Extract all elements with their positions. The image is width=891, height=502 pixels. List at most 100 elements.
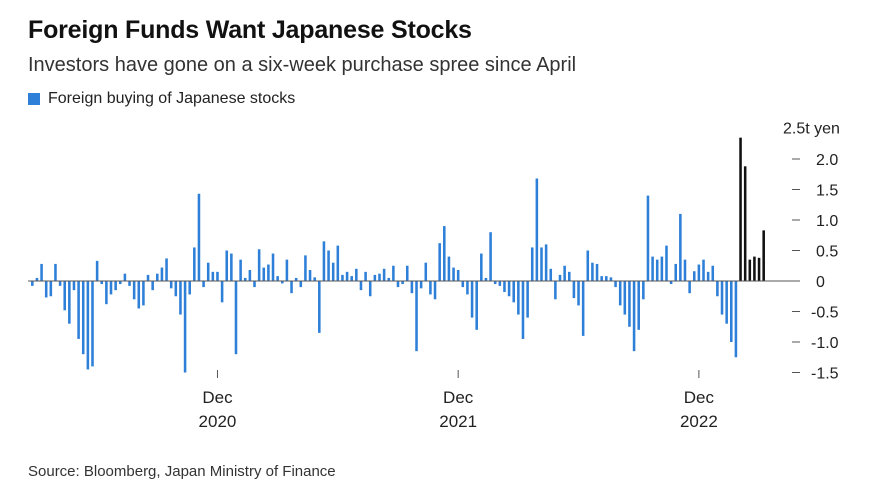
bar (743, 166, 747, 281)
bar (197, 193, 201, 281)
x-tick-month: Dec (443, 388, 474, 407)
bar (359, 281, 363, 291)
y-tick-label: 1.0 (816, 213, 838, 230)
bar (618, 281, 622, 306)
bar (706, 271, 710, 281)
bar (72, 281, 76, 291)
bar (350, 276, 353, 281)
bar (313, 277, 316, 281)
bar (382, 268, 386, 281)
bar (40, 263, 43, 281)
bar (243, 277, 247, 281)
bar (294, 277, 298, 281)
bar (530, 247, 534, 281)
bar (716, 281, 719, 297)
bar (669, 281, 673, 285)
bar (405, 265, 409, 281)
x-tick-month: Dec (202, 388, 233, 407)
bar (568, 271, 571, 281)
bar (364, 271, 367, 281)
bar (179, 281, 182, 315)
legend-swatch (28, 93, 40, 105)
bar (489, 232, 492, 281)
bars-group (31, 137, 765, 373)
bar (239, 259, 242, 281)
bar (655, 259, 659, 281)
bar (183, 281, 187, 373)
bar (591, 262, 594, 281)
bar (225, 250, 229, 281)
y-axis: 2.5t yen 2.0 1.5 1.0 0.5 0 -0.5 -1.0 -1.5 (783, 121, 840, 383)
bar (299, 281, 303, 288)
bar (216, 271, 219, 281)
bar (605, 276, 608, 281)
bar (581, 281, 585, 336)
bar (762, 230, 765, 281)
bar (368, 281, 372, 297)
bar (679, 213, 682, 281)
bar (637, 281, 640, 330)
bar (577, 281, 580, 306)
bar (341, 274, 344, 281)
bar (211, 271, 215, 281)
chart-subtitle: Investors have gone on a six-week purcha… (28, 54, 577, 76)
bar (100, 281, 104, 285)
bar (595, 263, 599, 281)
bar (81, 281, 85, 355)
bar (683, 259, 687, 281)
bar (322, 241, 326, 281)
chart-title: Foreign Funds Want Japanese Stocks (28, 16, 472, 44)
bar (331, 262, 335, 281)
bar (586, 250, 590, 281)
bar (290, 281, 293, 294)
bar (507, 281, 511, 297)
bar (480, 253, 483, 281)
bar (281, 281, 284, 284)
bar (419, 281, 423, 289)
bar (466, 281, 469, 295)
x-axis: Dec 2020 Dec 2021 Dec 2022 (199, 370, 718, 431)
y-tick-label: 0 (816, 274, 825, 291)
bar (165, 258, 168, 281)
bar (308, 270, 312, 281)
bar (253, 281, 256, 288)
bar (35, 277, 39, 281)
bar (160, 267, 164, 281)
bar (692, 271, 696, 281)
bar (660, 256, 664, 281)
bar (753, 256, 756, 281)
bar (262, 267, 266, 281)
bar (387, 277, 391, 281)
bar (443, 226, 446, 281)
bar (702, 259, 705, 281)
x-tick-year: 2020 (199, 412, 237, 431)
bar (86, 281, 90, 370)
bar (563, 265, 566, 281)
bar (688, 281, 691, 294)
bar (355, 268, 358, 281)
x-tick-year: 2021 (439, 412, 477, 431)
bar (396, 281, 400, 288)
bar (193, 247, 196, 281)
bar (345, 271, 349, 281)
bar (63, 281, 66, 311)
bar (31, 281, 34, 286)
bar (600, 276, 603, 281)
bar (609, 277, 613, 281)
bar (318, 281, 321, 333)
bar (285, 259, 289, 281)
bar (234, 281, 238, 355)
bar (49, 281, 53, 297)
bar (614, 281, 617, 288)
bar (628, 281, 631, 327)
bar (68, 281, 71, 324)
bar (456, 270, 460, 281)
bar (373, 274, 377, 281)
bar (544, 244, 548, 281)
bar (410, 281, 414, 294)
bar (429, 281, 432, 295)
bar (267, 264, 270, 281)
bar (484, 277, 488, 281)
bar (128, 281, 131, 286)
source-note: Source: Bloomberg, Japan Ministry of Fin… (28, 463, 336, 480)
